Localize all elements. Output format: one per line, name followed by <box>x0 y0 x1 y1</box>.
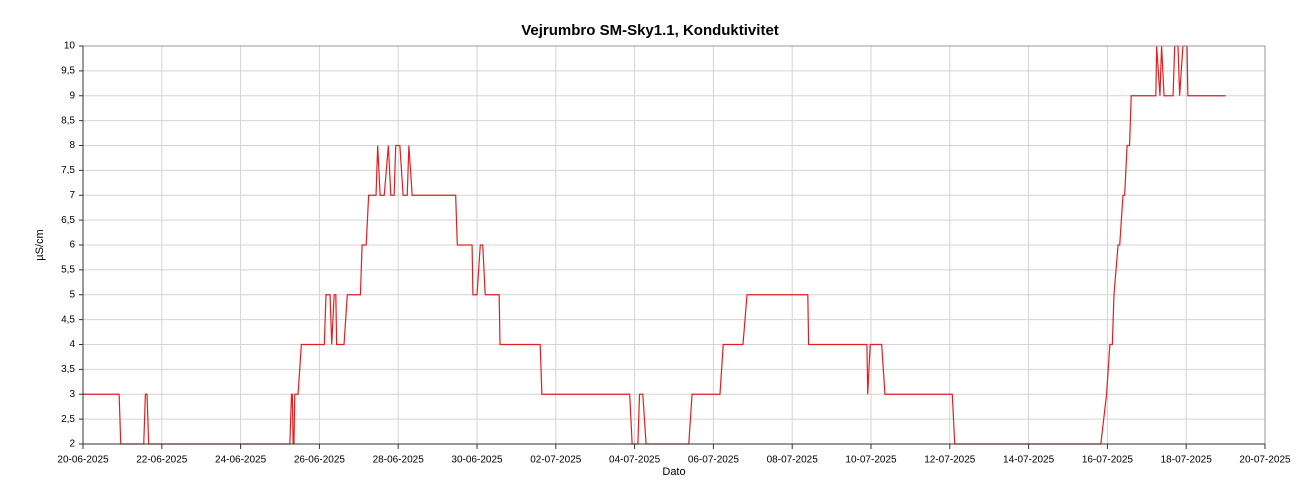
x-tick-label: 28-06-2025 <box>373 455 425 466</box>
y-tick-label: 5,5 <box>61 265 75 276</box>
x-tick-label: 04-07-2025 <box>609 455 661 466</box>
y-axis-label: µS/cm <box>34 229 46 260</box>
x-tick-label: 06-07-2025 <box>688 455 740 466</box>
data-line <box>83 45 1226 445</box>
y-tick-label: 10 <box>64 41 76 52</box>
y-tick-label: 4,5 <box>61 314 75 325</box>
x-axis-label: Dato <box>662 466 685 478</box>
y-tick-label: 2,5 <box>61 414 75 425</box>
plot-area <box>83 45 1226 445</box>
x-tick-label: 14-07-2025 <box>1003 455 1055 466</box>
y-tick-label: 9 <box>69 90 75 101</box>
x-tick-label: 02-07-2025 <box>530 455 582 466</box>
x-tick-label: 10-07-2025 <box>845 455 897 466</box>
grid <box>82 45 1266 445</box>
y-tick-label: 3,5 <box>61 364 75 375</box>
y-tick-label: 7 <box>69 190 75 201</box>
y-tick-label: 9,5 <box>61 66 75 77</box>
y-tick-label: 6,5 <box>61 215 75 226</box>
x-tick-label: 24-06-2025 <box>215 455 267 466</box>
y-tick-label: 3 <box>69 389 75 400</box>
x-tick-label: 26-06-2025 <box>294 455 346 466</box>
x-tick-label: 16-07-2025 <box>1082 455 1134 466</box>
x-tick-label: 20-06-2025 <box>57 455 109 466</box>
x-tick-label: 08-07-2025 <box>767 455 819 466</box>
y-tick-label: 7,5 <box>61 165 75 176</box>
y-tick-label: 8 <box>69 140 75 151</box>
x-tick-label: 12-07-2025 <box>924 455 976 466</box>
x-tick-label: 20-07-2025 <box>1239 455 1291 466</box>
y-tick-label: 6 <box>69 240 75 251</box>
y-tick-label: 4 <box>69 339 75 350</box>
x-tick-label: 18-07-2025 <box>1161 455 1213 466</box>
x-tick-label: 22-06-2025 <box>136 455 188 466</box>
chart-title: Vejrumbro SM-Sky1.1, Konduktivitet <box>521 22 779 39</box>
x-tick-label: 30-06-2025 <box>451 455 503 466</box>
y-tick-label: 8,5 <box>61 115 75 126</box>
y-tick-label: 5 <box>69 289 75 300</box>
y-tick-label: 2 <box>69 439 75 450</box>
